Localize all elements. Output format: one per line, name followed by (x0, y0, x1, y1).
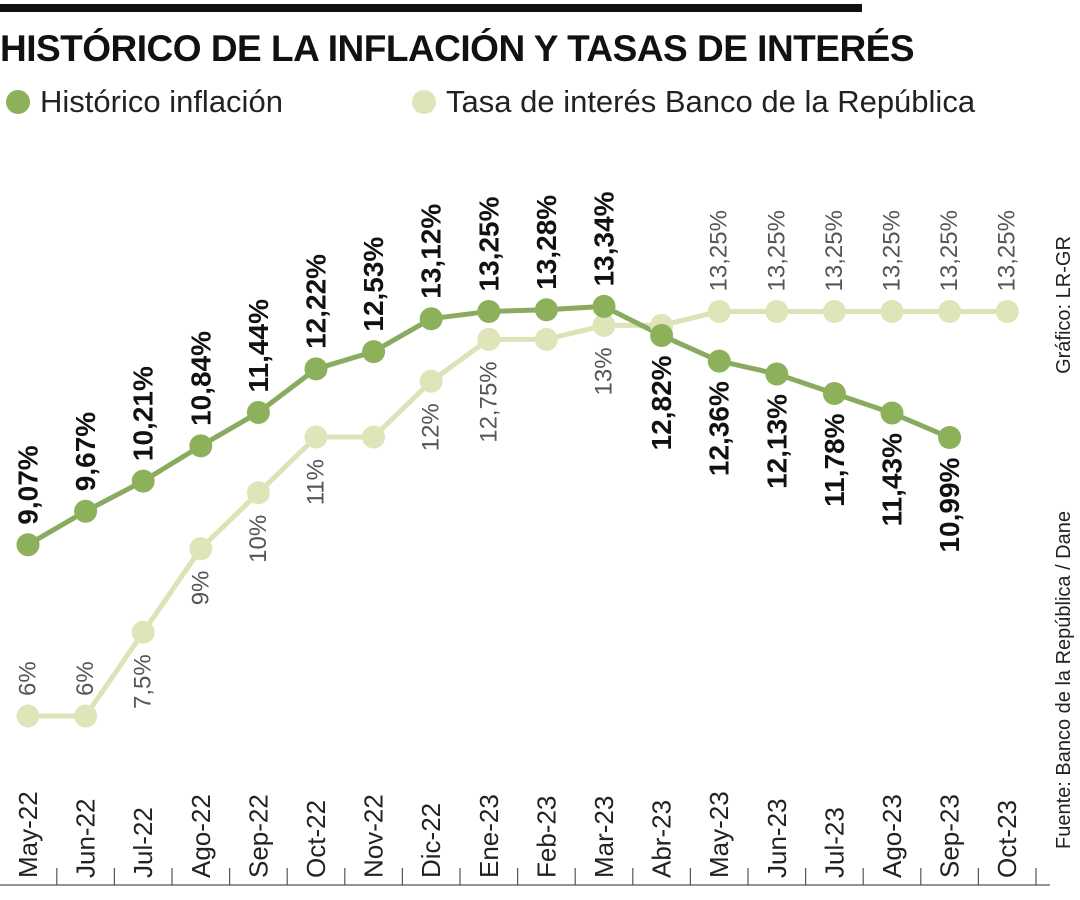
x-tick-label: Sep-22 (243, 794, 273, 878)
x-tick-label: Jul-23 (819, 807, 849, 878)
rate-data-label: 12% (418, 403, 445, 451)
inflation-point (189, 434, 213, 458)
x-tick-label: Ago-22 (186, 794, 216, 878)
rate-data-label: 13,25% (763, 210, 790, 291)
rate-data-label: 6% (15, 661, 42, 696)
inflation-data-label: 13,12% (416, 204, 447, 299)
rate-point (534, 327, 558, 351)
x-tick-label: Mar-23 (589, 796, 619, 878)
credit-grafico: Gráfico: LR-GR (1053, 236, 1075, 374)
inflation-point (822, 381, 846, 405)
x-tick-label: May-23 (704, 791, 734, 878)
legend-label-inflation: Histórico inflación (40, 84, 283, 119)
inflation-point (246, 400, 270, 424)
inflation-point (707, 349, 731, 373)
x-tick-label: Oct-22 (301, 800, 331, 878)
inflation-point (534, 298, 558, 322)
rate-point (592, 313, 616, 337)
rate-point (362, 425, 386, 449)
inflation-data-label: 11,78% (819, 413, 850, 507)
inflation-point (592, 294, 616, 318)
chart-title: HISTÓRICO DE LA INFLACIÓN Y TASAS DE INT… (0, 28, 915, 69)
inflation-data-label: 11,43% (877, 433, 908, 527)
x-tick-label: Feb-23 (531, 796, 561, 878)
x-tick-label: Ene-23 (474, 794, 504, 878)
x-tick-label: Sep-23 (935, 794, 965, 878)
legend-item-inflation: Histórico inflación (6, 84, 283, 120)
x-tick-label: May-22 (13, 791, 43, 878)
rate-point (419, 369, 443, 393)
x-tick-label: Dic-22 (416, 803, 446, 878)
legend-swatch-inflation (6, 90, 30, 114)
inflation-point (765, 362, 789, 386)
rate-point (822, 299, 846, 323)
rate-point (938, 299, 962, 323)
x-tick-label: Jun-23 (762, 799, 792, 879)
credit-fuente: Fuente: Banco de la República / Dane (1053, 511, 1075, 849)
legend-label-rate: Tasa de interés Banco de la República (446, 84, 976, 119)
rate-data-label: 13,25% (821, 210, 848, 291)
inflation-data-label: 9,07% (13, 445, 44, 524)
x-tick-label: Abr-23 (647, 800, 677, 878)
rate-point (246, 481, 270, 505)
inflation-point (362, 340, 386, 364)
rate-point (74, 704, 98, 728)
inflation-data-label: 12,82% (646, 355, 677, 450)
inflation-data-label: 12,13% (761, 394, 792, 489)
rate-point (880, 299, 904, 323)
rate-point (707, 299, 731, 323)
x-tick-label: Jul-22 (128, 807, 158, 878)
top-rule (0, 4, 862, 12)
rate-data-label: 13,25% (994, 210, 1021, 291)
inflation-data-label: 10,99% (934, 457, 965, 552)
rate-point (131, 620, 155, 644)
inflation-data-label: 9,67% (70, 412, 101, 491)
series-line-rate (28, 308, 1008, 719)
inflation-data-label: 13,34% (589, 191, 620, 286)
inflation-point (131, 469, 155, 493)
rate-data-label: 10% (245, 515, 272, 563)
inflation-data-label: 11,44% (243, 299, 274, 393)
inflation-data-label: 12,53% (358, 237, 389, 332)
legend: Histórico inflación Tasa de interés Banc… (0, 84, 1080, 130)
rate-point (477, 327, 501, 351)
inflation-data-label: 10,21% (128, 366, 159, 461)
rate-data-label: 13,25% (936, 210, 963, 291)
inflation-point (650, 323, 674, 347)
rate-data-label: 7,5% (130, 654, 157, 709)
legend-swatch-rate (412, 90, 436, 114)
inflation-point (304, 357, 328, 381)
inflation-data-label: 10,84% (185, 331, 216, 426)
rate-point (189, 537, 213, 561)
rate-data-label: 11% (303, 459, 330, 505)
legend-item-rate: Tasa de interés Banco de la República (412, 84, 975, 120)
x-tick-label: Nov-22 (359, 794, 389, 878)
rate-data-label: 9% (187, 571, 214, 606)
rate-data-label: 6% (72, 661, 99, 696)
inflation-point (74, 499, 98, 523)
rate-point (304, 425, 328, 449)
rate-data-label: 13% (591, 347, 618, 395)
rate-data-label: 12,75% (475, 361, 502, 442)
x-tick-label: Jun-22 (71, 799, 101, 879)
rate-point (16, 704, 40, 728)
rate-point (995, 299, 1019, 323)
inflation-point (477, 299, 501, 323)
inflation-data-label: 12,22% (301, 254, 332, 349)
inflation-point (16, 533, 40, 557)
rate-data-label: 13,25% (706, 210, 733, 291)
x-tick-label: Oct-23 (992, 800, 1022, 878)
inflation-data-label: 13,28% (531, 195, 562, 290)
inflation-point (880, 401, 904, 425)
rate-point (765, 299, 789, 323)
x-tick-label: Ago-23 (877, 794, 907, 878)
inflation-data-label: 12,36% (704, 381, 735, 476)
inflation-point (419, 307, 443, 331)
rate-data-label: 13,25% (879, 210, 906, 291)
inflation-point (938, 426, 962, 450)
inflation-data-label: 13,25% (473, 196, 504, 291)
